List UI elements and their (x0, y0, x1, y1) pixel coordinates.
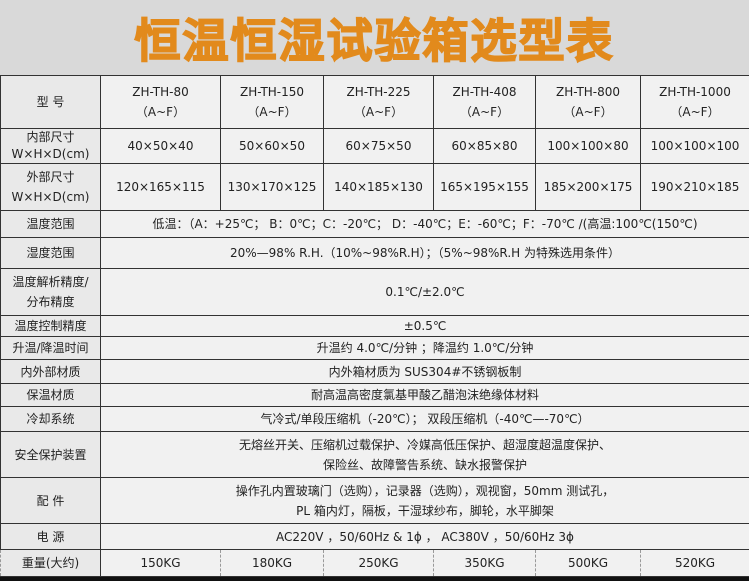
model-variant: （A~F） (101, 102, 220, 122)
label-line: W×H×D(cm) (1, 146, 100, 163)
cell: 60×75×50 (324, 129, 434, 164)
spec-row: 温度控制精度±0.5℃ (1, 316, 749, 337)
cell: 50×60×50 (221, 129, 324, 164)
model-variant: （A~F） (641, 102, 749, 122)
model-variant: （A~F） (324, 102, 433, 122)
cell: 190×210×185 (641, 164, 749, 211)
cell: 140×185×130 (324, 164, 434, 211)
row-value: 耐高温高密度氯基甲酸乙醋泡沫绝缘体材料 (101, 384, 749, 407)
row-label: 电 源 (1, 524, 101, 550)
model-cell: ZH-TH-800（A~F） (536, 76, 641, 129)
spec-row: 冷却系统气冷式/单段压缩机（-20℃）； 双段压缩机（-40℃—-70℃） (1, 407, 749, 432)
row-label: 配 件 (1, 478, 101, 524)
row-label: 湿度范围 (1, 238, 101, 269)
model-label: 型 号 (1, 76, 101, 129)
row-value: 无熔丝开关、压缩机过载保护、冷媒高低压保护、超湿度超温度保护、保险丝、故障警告系… (101, 432, 749, 478)
cell: 165×195×155 (434, 164, 536, 211)
row-label: 冷却系统 (1, 407, 101, 432)
model-cell: ZH-TH-225（A~F） (324, 76, 434, 129)
row-label: 保温材质 (1, 384, 101, 407)
model-name: ZH-TH-80 (101, 82, 220, 102)
row-label: 温度范围 (1, 211, 101, 238)
cell: 150KG (101, 550, 221, 577)
model-cell: ZH-TH-408（A~F） (434, 76, 536, 129)
spec-row: 温度范围低温：（A：+25℃； B：0℃；C：-20℃； D：-40℃；E：-6… (1, 211, 749, 238)
row-value: ±0.5℃ (101, 316, 749, 337)
label-line: W×H×D(cm) (1, 187, 100, 207)
value-line: PL 箱内灯，隔板，干湿球纱布，脚轮，水平脚架 (101, 501, 749, 521)
header-row: 型 号 ZH-TH-80（A~F） ZH-TH-150（A~F） ZH-TH-2… (1, 76, 749, 129)
model-name: ZH-TH-800 (536, 82, 640, 102)
model-variant: （A~F） (221, 102, 323, 122)
weight-row: 重量(大约) 150KG 180KG 250KG 350KG 500KG 520… (1, 550, 749, 577)
row-label: 升温/降温时间 (1, 337, 101, 360)
cell: 130×170×125 (221, 164, 324, 211)
row-value: 0.1℃/±2.0℃ (101, 269, 749, 316)
spec-table: 型 号 ZH-TH-80（A~F） ZH-TH-150（A~F） ZH-TH-2… (0, 75, 749, 577)
row-value: 低温：（A：+25℃； B：0℃；C：-20℃； D：-40℃；E：-60℃；F… (101, 211, 749, 238)
model-cell: ZH-TH-1000（A~F） (641, 76, 749, 129)
page-title: 恒温恒湿试验箱选型表 (0, 0, 749, 75)
row-label: 重量(大约) (1, 550, 101, 577)
model-name: ZH-TH-225 (324, 82, 433, 102)
model-cell: ZH-TH-150（A~F） (221, 76, 324, 129)
cell: 520KG (641, 550, 749, 577)
model-name: ZH-TH-408 (434, 82, 535, 102)
cell: 100×100×80 (536, 129, 641, 164)
row-label: 温度控制精度 (1, 316, 101, 337)
spec-row: 安全保护装置无熔丝开关、压缩机过载保护、冷媒高低压保护、超湿度超温度保护、保险丝… (1, 432, 749, 478)
value-line: 操作孔内置玻璃门（选购），记录器（选购），观视窗，50mm 测试孔， (101, 481, 749, 501)
cell: 120×165×115 (101, 164, 221, 211)
model-name: ZH-TH-1000 (641, 82, 749, 102)
row-value: 气冷式/单段压缩机（-20℃）； 双段压缩机（-40℃—-70℃） (101, 407, 749, 432)
model-variant: （A~F） (434, 102, 535, 122)
label-line: 外部尺寸 (1, 167, 100, 187)
row-label: 温度解析精度/分布精度 (1, 269, 101, 316)
row-value: 操作孔内置玻璃门（选购），记录器（选购），观视窗，50mm 测试孔，PL 箱内灯… (101, 478, 749, 524)
row-label: 内外部材质 (1, 360, 101, 384)
cell: 40×50×40 (101, 129, 221, 164)
cell: 350KG (434, 550, 536, 577)
model-variant: （A~F） (536, 102, 640, 122)
row-value: 20%—98% R.H.（10%~98%R.H）；（5%~98%R.H 为特殊选… (101, 238, 749, 269)
row-label: 安全保护装置 (1, 432, 101, 478)
cell: 500KG (536, 550, 641, 577)
spec-row: 内外部材质内外箱材质为 SUS304#不锈钢板制 (1, 360, 749, 384)
cell: 100×100×100 (641, 129, 749, 164)
model-cell: ZH-TH-80（A~F） (101, 76, 221, 129)
spec-row: 升温/降温时间升温约 4.0℃/分钟 ；降温约 1.0℃/分钟 (1, 337, 749, 360)
row-value: AC220V ，50/60Hz & 1ϕ ， AC380V ，50/60Hz 3… (101, 524, 749, 550)
bottom-border (0, 577, 749, 581)
spec-row: 保温材质耐高温高密度氯基甲酸乙醋泡沫绝缘体材料 (1, 384, 749, 407)
model-name: ZH-TH-150 (221, 82, 323, 102)
row-value: 内外箱材质为 SUS304#不锈钢板制 (101, 360, 749, 384)
row-value: 升温约 4.0℃/分钟 ；降温约 1.0℃/分钟 (101, 337, 749, 360)
value-line: 保险丝、故障警告系统、缺水报警保护 (101, 455, 749, 475)
cell: 60×85×80 (434, 129, 536, 164)
label-line: 内部尺寸 (1, 129, 100, 146)
cell: 180KG (221, 550, 324, 577)
value-line: 无熔丝开关、压缩机过载保护、冷媒高低压保护、超湿度超温度保护、 (101, 435, 749, 455)
spec-row: 配 件操作孔内置玻璃门（选购），记录器（选购），观视窗，50mm 测试孔，PL … (1, 478, 749, 524)
cell: 185×200×175 (536, 164, 641, 211)
cell: 250KG (324, 550, 434, 577)
